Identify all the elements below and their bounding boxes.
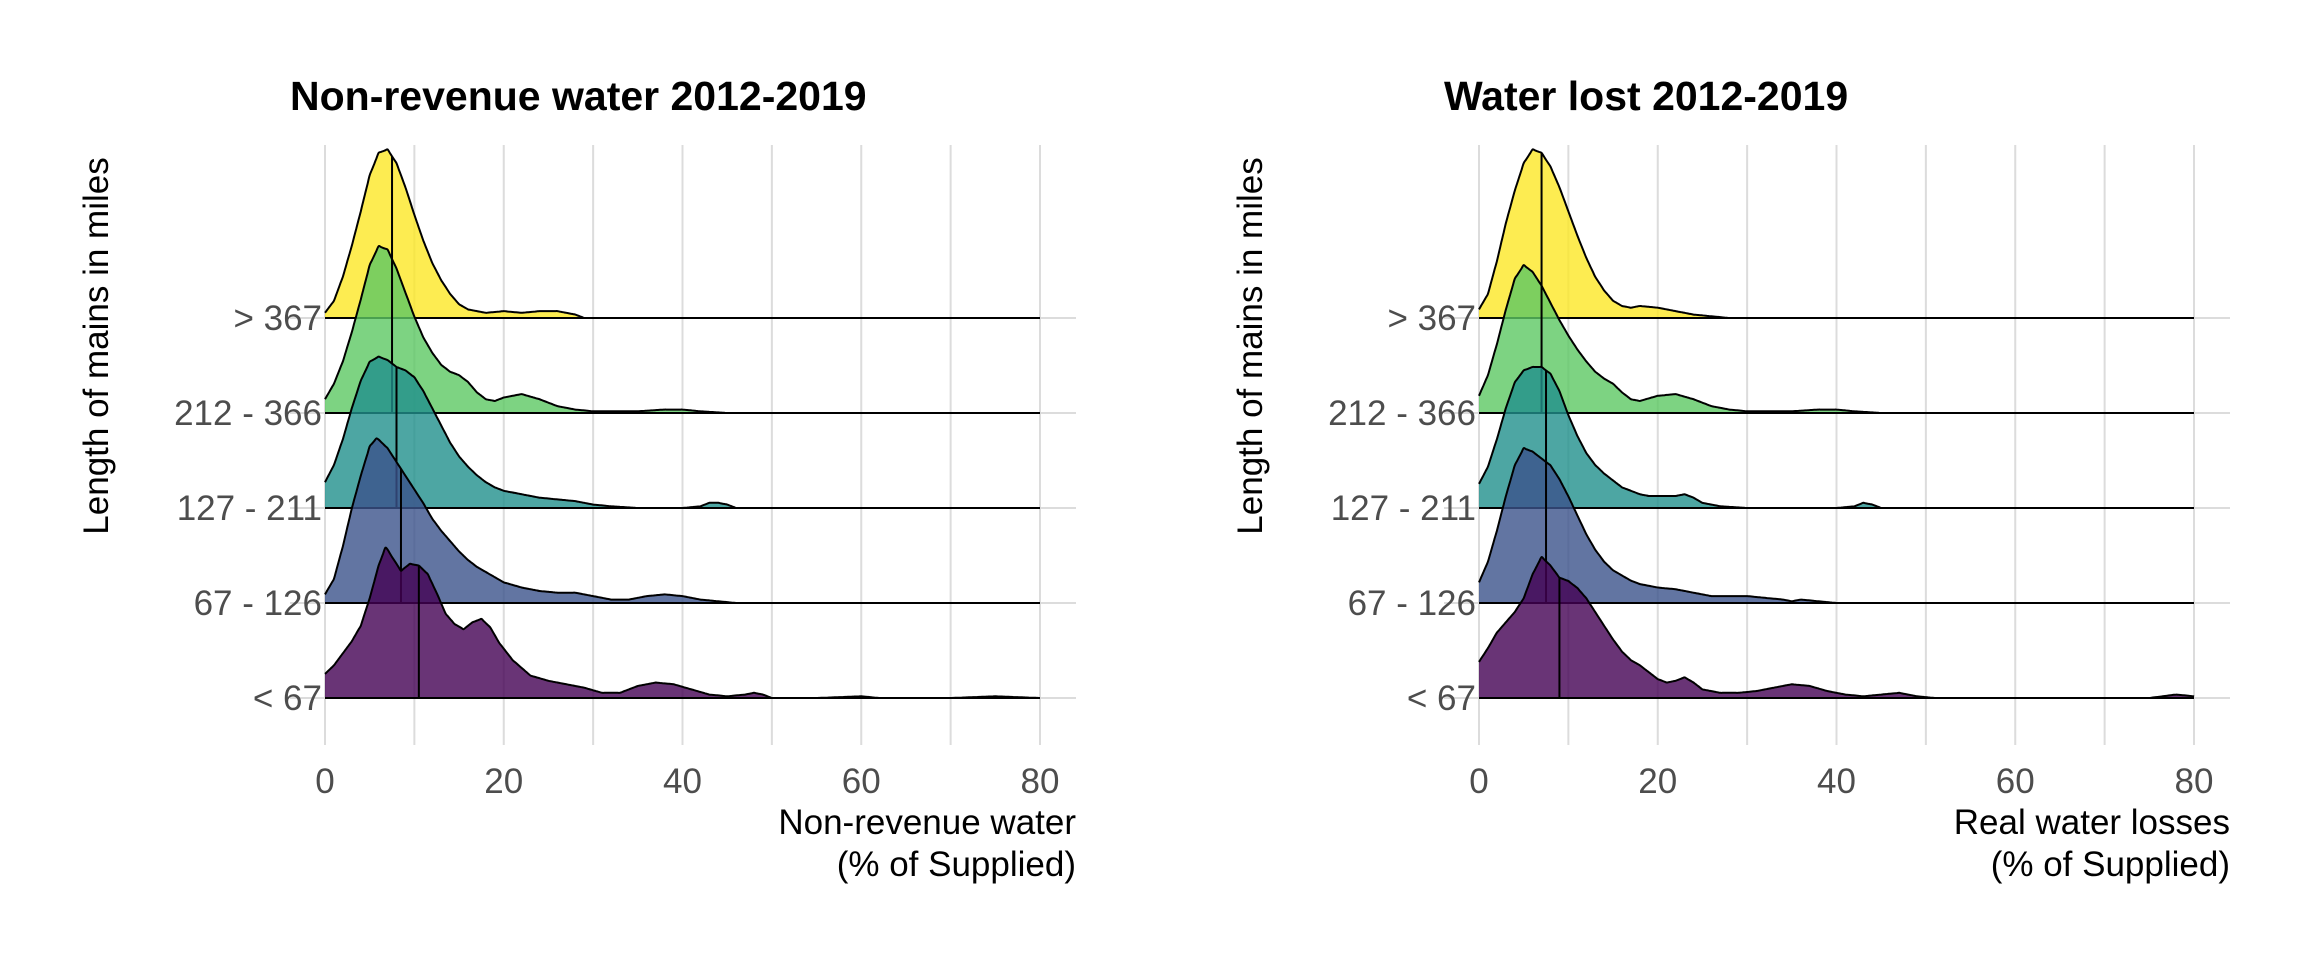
x-tick-label: 0 bbox=[1469, 762, 1488, 801]
y-tick-label: 212 - 366 bbox=[1328, 394, 1476, 433]
x-tick-label: 20 bbox=[484, 762, 523, 801]
x-axis-title-line-2: (% of Supplied) bbox=[1991, 845, 2230, 884]
y-tick-label: 67 - 126 bbox=[194, 584, 322, 623]
y-tick-label: > 367 bbox=[1387, 299, 1476, 338]
panel-water-lost: Water lost 2012-2019 Length of mains in … bbox=[1231, 73, 2230, 884]
y-axis-title: Length of mains in miles bbox=[1231, 157, 1270, 534]
panel-title: Non-revenue water 2012-2019 bbox=[290, 73, 867, 119]
x-tick-label: 60 bbox=[1996, 762, 2035, 801]
x-tick-label: 20 bbox=[1638, 762, 1677, 801]
y-tick-label: 127 - 211 bbox=[1331, 489, 1476, 528]
y-tick-label: 127 - 211 bbox=[177, 489, 322, 528]
x-tick-label: 80 bbox=[2175, 762, 2214, 801]
x-tick-label: 40 bbox=[1817, 762, 1856, 801]
y-tick-label: > 367 bbox=[233, 299, 322, 338]
x-axis-title-line-1: Non-revenue water bbox=[778, 803, 1076, 842]
x-tick-label: 0 bbox=[315, 762, 334, 801]
x-tick-label: 40 bbox=[663, 762, 702, 801]
y-tick-label: < 67 bbox=[1407, 679, 1476, 718]
panel-title: Water lost 2012-2019 bbox=[1444, 73, 1848, 119]
x-axis-title-line-2: (% of Supplied) bbox=[837, 845, 1076, 884]
x-tick-label: 80 bbox=[1021, 762, 1060, 801]
ridge-group bbox=[1478, 555, 2195, 699]
ridge-fill bbox=[1479, 556, 2194, 698]
y-axis-title: Length of mains in miles bbox=[77, 157, 116, 534]
y-tick-label: 67 - 126 bbox=[1348, 584, 1476, 623]
y-tick-label: < 67 bbox=[253, 679, 322, 718]
y-tick-label: 212 - 366 bbox=[174, 394, 322, 433]
ridge-group bbox=[324, 546, 1041, 700]
x-tick-label: 60 bbox=[842, 762, 881, 801]
ridge-fill bbox=[325, 547, 1040, 699]
x-axis-title-line-1: Real water losses bbox=[1954, 803, 2230, 842]
panel-non-revenue-water: Non-revenue water 2012-2019 Length of ma… bbox=[77, 73, 1076, 884]
